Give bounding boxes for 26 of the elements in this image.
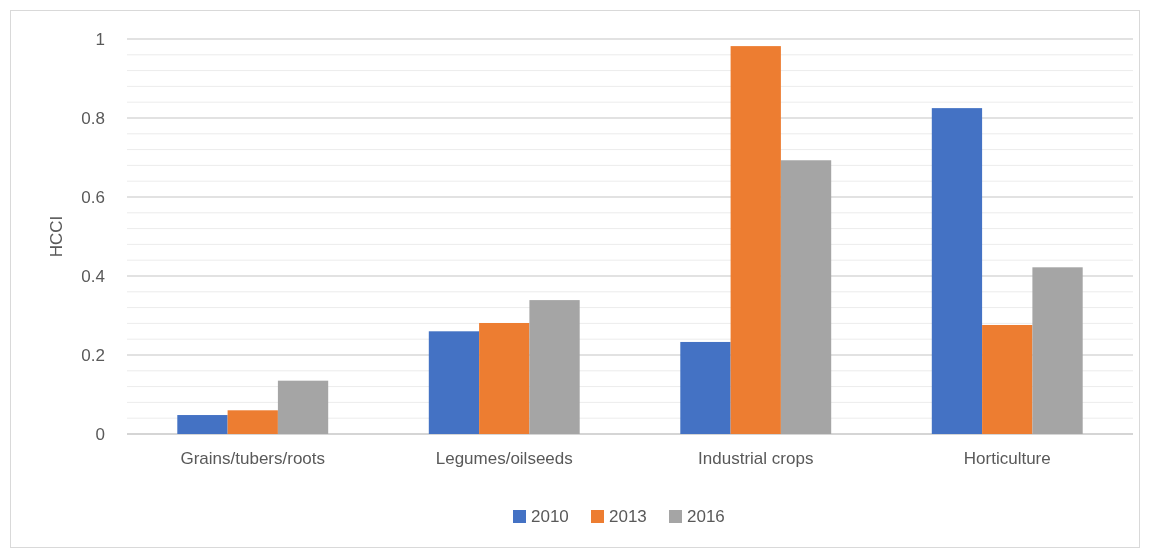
legend-label: 2016 (687, 506, 725, 526)
y-tick-label: 0.8 (81, 108, 105, 128)
bar (730, 46, 781, 434)
bar (1032, 267, 1083, 434)
bar (227, 410, 278, 434)
y-tick-label: 0.2 (81, 345, 105, 365)
y-tick-label: 0.6 (81, 187, 105, 207)
bar (177, 415, 228, 434)
legend-label: 2010 (531, 506, 569, 526)
x-tick-label: Grains/tubers/roots (180, 449, 326, 468)
y-tick-label: 0.4 (81, 266, 105, 286)
bar (479, 323, 530, 434)
bar (780, 160, 832, 434)
bar (277, 380, 329, 434)
y-tick-label: 0 (95, 424, 105, 444)
bar (680, 341, 731, 434)
bar (982, 324, 1033, 434)
x-tick-label: Industrial crops (698, 449, 814, 468)
bar (529, 300, 580, 434)
legend-label: 2013 (609, 506, 647, 526)
x-tick-label: Horticulture (963, 449, 1051, 468)
bar (931, 108, 983, 434)
y-tick-label: 1 (95, 29, 105, 49)
bar (428, 331, 480, 434)
x-tick-label: Legumes/oilseeds (435, 449, 573, 468)
y-axis-title: HCCI (47, 215, 66, 258)
